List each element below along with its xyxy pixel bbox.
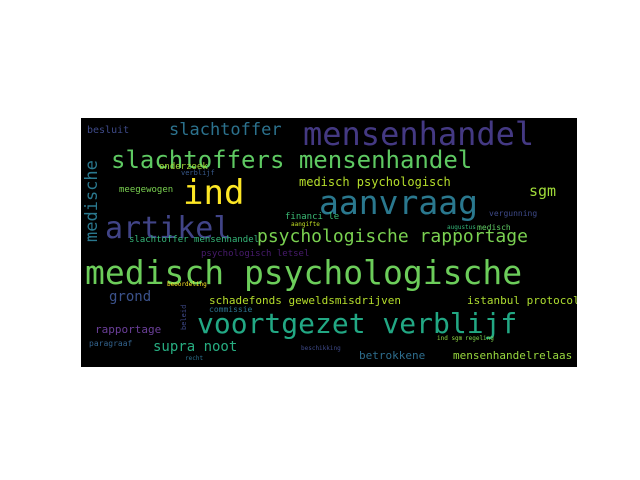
cloud-word: grond (109, 289, 152, 305)
cloud-word: aangifte (291, 221, 320, 228)
cloud-word: beoordeling (167, 281, 207, 288)
cloud-word: mensenhandel (303, 118, 535, 153)
cloud-word: schadefonds geweldsmisdrijven (209, 294, 402, 307)
cloud-word: medische (82, 160, 102, 242)
cloud-word: meegewogen (119, 185, 174, 195)
cloud-word: besluit (87, 125, 130, 136)
cloud-word: recht (185, 355, 204, 362)
cloud-word: regeling (465, 335, 494, 342)
cloud-word: betrokkene (359, 349, 426, 362)
cloud-word: medisch psychologische (85, 253, 523, 292)
cloud-word: beschikking (301, 345, 341, 352)
cloud-word: psychologisch letsel (201, 249, 310, 259)
cloud-word: augustus (447, 224, 476, 231)
cloud-word: voortgezet verblijf (197, 307, 518, 340)
cloud-word: rapportage (95, 323, 162, 336)
cloud-word: istanbul protocol (467, 294, 577, 307)
cloud-word: mensenhandelrelaas (453, 349, 573, 362)
cloud-word: artikel (105, 211, 232, 246)
cloud-word: medisch (477, 223, 511, 232)
cloud-word: supra noot (153, 339, 238, 355)
word-cloud: mensenhandel slachtoffers mensenhandel i… (81, 118, 577, 367)
cloud-word: medisch psychologisch (299, 175, 451, 189)
cloud-word: ind (183, 173, 245, 213)
cloud-word: slachtoffer mensenhandel (129, 235, 260, 245)
cloud-word: onderzoek (159, 162, 208, 172)
cloud-word: sgm (529, 182, 557, 200)
cloud-word: commissie (209, 305, 253, 314)
cloud-word: ind sgm (437, 335, 463, 342)
cloud-word: vergunning (489, 209, 538, 218)
cloud-word: verblijf (181, 169, 215, 177)
cloud-word: psychologische rapportage (257, 226, 528, 247)
cloud-word: slachtoffer (169, 120, 282, 140)
cloud-word: slachtoffers mensenhandel (111, 146, 473, 174)
cloud-word: financi le (285, 212, 340, 222)
cloud-word: beleid (180, 304, 188, 330)
cloud-word: aanvraag (319, 183, 478, 222)
cloud-word: paragraaf (89, 339, 133, 348)
